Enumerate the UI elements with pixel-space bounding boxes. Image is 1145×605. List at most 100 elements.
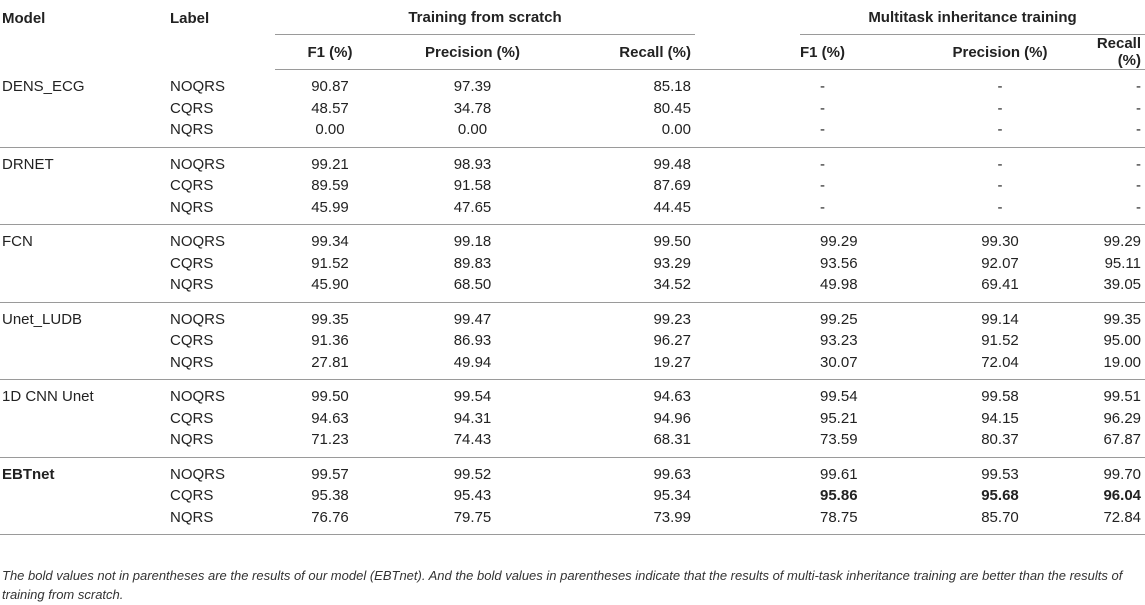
cell-label: NQRS — [170, 351, 275, 380]
cell-scratch-recall: 73.99 — [560, 506, 695, 535]
cell-scratch-recall: 34.52 — [560, 274, 695, 303]
header-label: Label — [170, 10, 210, 27]
header-gap-2 — [695, 34, 800, 70]
cell-label: NQRS — [170, 429, 275, 458]
cell-multitask-f1: - — [800, 196, 905, 225]
header-multitask-f1: F1 (%) — [800, 34, 905, 70]
cell-scratch-recall: 96.27 — [653, 332, 691, 350]
header-group-multitask: Multitask inheritance training — [800, 0, 1145, 35]
cell-multitask-f1: 73.59 — [800, 429, 905, 458]
cell-scratch-precision: 86.93 — [453, 332, 492, 350]
cell-multitask-precision: 69.41 — [905, 274, 1095, 303]
cell-multitask-recall: - — [1136, 177, 1142, 195]
table-row: CQRS 89.59 91.58 87.69 - - - — [0, 175, 1145, 197]
cell-model: Unet_LUDB — [2, 310, 83, 328]
table-footnote: The bold values not in parentheses are t… — [2, 568, 1123, 602]
cell-scratch-f1: 0.00 — [275, 119, 385, 148]
cell-scratch-f1: 27.81 — [275, 351, 385, 380]
table-row: DRNET NOQRS 99.21 98.93 99.48 - - - — [0, 147, 1145, 175]
cell-scratch-recall: 44.45 — [560, 196, 695, 225]
cell-scratch-precision: 97.39 — [453, 78, 492, 96]
cell-multitask-precision: 91.52 — [981, 332, 1019, 350]
cell-multitask-f1: 30.07 — [800, 351, 905, 380]
cell-scratch-precision: 99.54 — [453, 388, 492, 406]
table-row: NQRS 45.99 47.65 44.45- - - — [0, 196, 1145, 225]
cell-multitask-recall: - — [1095, 196, 1145, 225]
cell-multitask-precision: - — [997, 155, 1003, 173]
cell-multitask-precision: 72.04 — [905, 351, 1095, 380]
table-row: EBTnet NOQRS 99.57 99.52 99.63 99.61 99.53 99.7… — [0, 457, 1145, 485]
cell-multitask-recall: - — [1095, 119, 1145, 148]
cell-scratch-recall: 99.23 — [653, 310, 691, 328]
header-row-groups: Model Label Training from scratch Multit… — [0, 0, 1145, 35]
cell-multitask-recall: 19.00 — [1095, 351, 1145, 380]
cell-label: NQRS — [170, 274, 275, 303]
cell-multitask-recall: 95.00 — [1103, 332, 1142, 350]
cell-scratch-f1: 99.35 — [311, 310, 349, 328]
table-row: 1D CNN Unet NOQRS 99.50 99.54 94.63 99.54 99.5… — [0, 380, 1145, 408]
table-row: CQRS 94.63 94.31 94.96 95.21 94.15 96.29 — [0, 408, 1145, 430]
cell-model: DRNET — [2, 155, 54, 173]
cell-scratch-f1: 90.87 — [311, 78, 349, 96]
cell-multitask-f1: 78.75 — [800, 506, 905, 535]
cell-scratch-precision: 94.31 — [453, 409, 492, 427]
cell-gap — [695, 429, 800, 458]
cell-multitask-recall: 95.11 — [1104, 254, 1142, 272]
cell-model: EBTnet — [2, 465, 55, 483]
cell-scratch-f1: 99.21 — [311, 155, 349, 173]
cell-multitask-recall: 96.04 — [1103, 487, 1142, 505]
cell-multitask-precision: 94.15 — [981, 409, 1019, 427]
cell-scratch-precision: 95.43 — [453, 487, 492, 505]
cell-multitask-precision: 85.70 — [905, 506, 1095, 535]
cell-model — [0, 119, 170, 148]
cell-scratch-f1: 94.63 — [311, 409, 349, 427]
cell-multitask-recall: - — [1136, 155, 1142, 173]
cell-scratch-recall: 99.63 — [653, 465, 691, 483]
cell-label: NOQRS — [170, 78, 226, 95]
cell-gap — [695, 457, 800, 485]
cell-multitask-recall: 67.87 — [1095, 429, 1145, 458]
table-row: NQRS 76.76 79.75 73.99 78.75 85.70 72.84 — [0, 506, 1145, 535]
cell-multitask-recall: 96.29 — [1103, 409, 1142, 427]
cell-multitask-precision: - — [905, 119, 1095, 148]
cell-scratch-recall: 99.50 — [653, 233, 691, 251]
header-multitask-precision: Precision (%) — [905, 34, 1095, 70]
table-row: CQRS 91.52 89.83 93.29 93.56 92.07 95.11 — [0, 253, 1145, 275]
cell-scratch-f1: 91.52 — [311, 254, 349, 272]
cell-gap — [695, 98, 800, 120]
cell-gap — [695, 506, 800, 535]
cell-label: NQRS — [170, 196, 275, 225]
cell-label: NOQRS — [170, 233, 226, 251]
cell-label: NQRS — [170, 119, 275, 148]
cell-gap — [695, 330, 800, 352]
cell-multitask-f1: - — [800, 119, 905, 148]
cell-model — [0, 98, 170, 120]
cell-label: NOQRS — [170, 465, 226, 483]
cell-gap — [695, 196, 800, 225]
table-row: NQRS 27.81 49.94 19.27 30.07 72.04 19.00 — [0, 351, 1145, 380]
header-scratch-recall: Recall (%) — [560, 34, 695, 70]
cell-gap — [695, 485, 800, 507]
cell-multitask-precision: - — [997, 177, 1003, 195]
cell-scratch-f1: 91.36 — [311, 332, 349, 350]
cell-scratch-precision: 34.78 — [453, 99, 492, 117]
cell-gap — [695, 380, 800, 408]
cell-scratch-precision: 99.47 — [453, 310, 492, 328]
cell-gap — [695, 119, 800, 148]
cell-label: NQRS — [170, 506, 275, 535]
cell-scratch-f1: 99.57 — [311, 465, 349, 483]
cell-multitask-f1: 99.54 — [820, 388, 858, 406]
cell-gap — [695, 302, 800, 330]
cell-scratch-f1: 45.99 — [275, 196, 385, 225]
cell-model — [0, 408, 170, 430]
cell-multitask-precision: - — [997, 99, 1003, 117]
cell-multitask-f1: - — [820, 99, 825, 117]
cell-scratch-f1: 48.57 — [311, 99, 349, 117]
cell-multitask-recall: - — [1136, 99, 1142, 117]
cell-model — [0, 351, 170, 380]
cell-scratch-precision: 79.75 — [385, 506, 560, 535]
cell-scratch-recall: 95.34 — [653, 487, 691, 505]
header-model: Model — [2, 10, 46, 27]
cell-label: CQRS — [170, 332, 214, 350]
cell-multitask-recall: - — [1136, 78, 1142, 96]
